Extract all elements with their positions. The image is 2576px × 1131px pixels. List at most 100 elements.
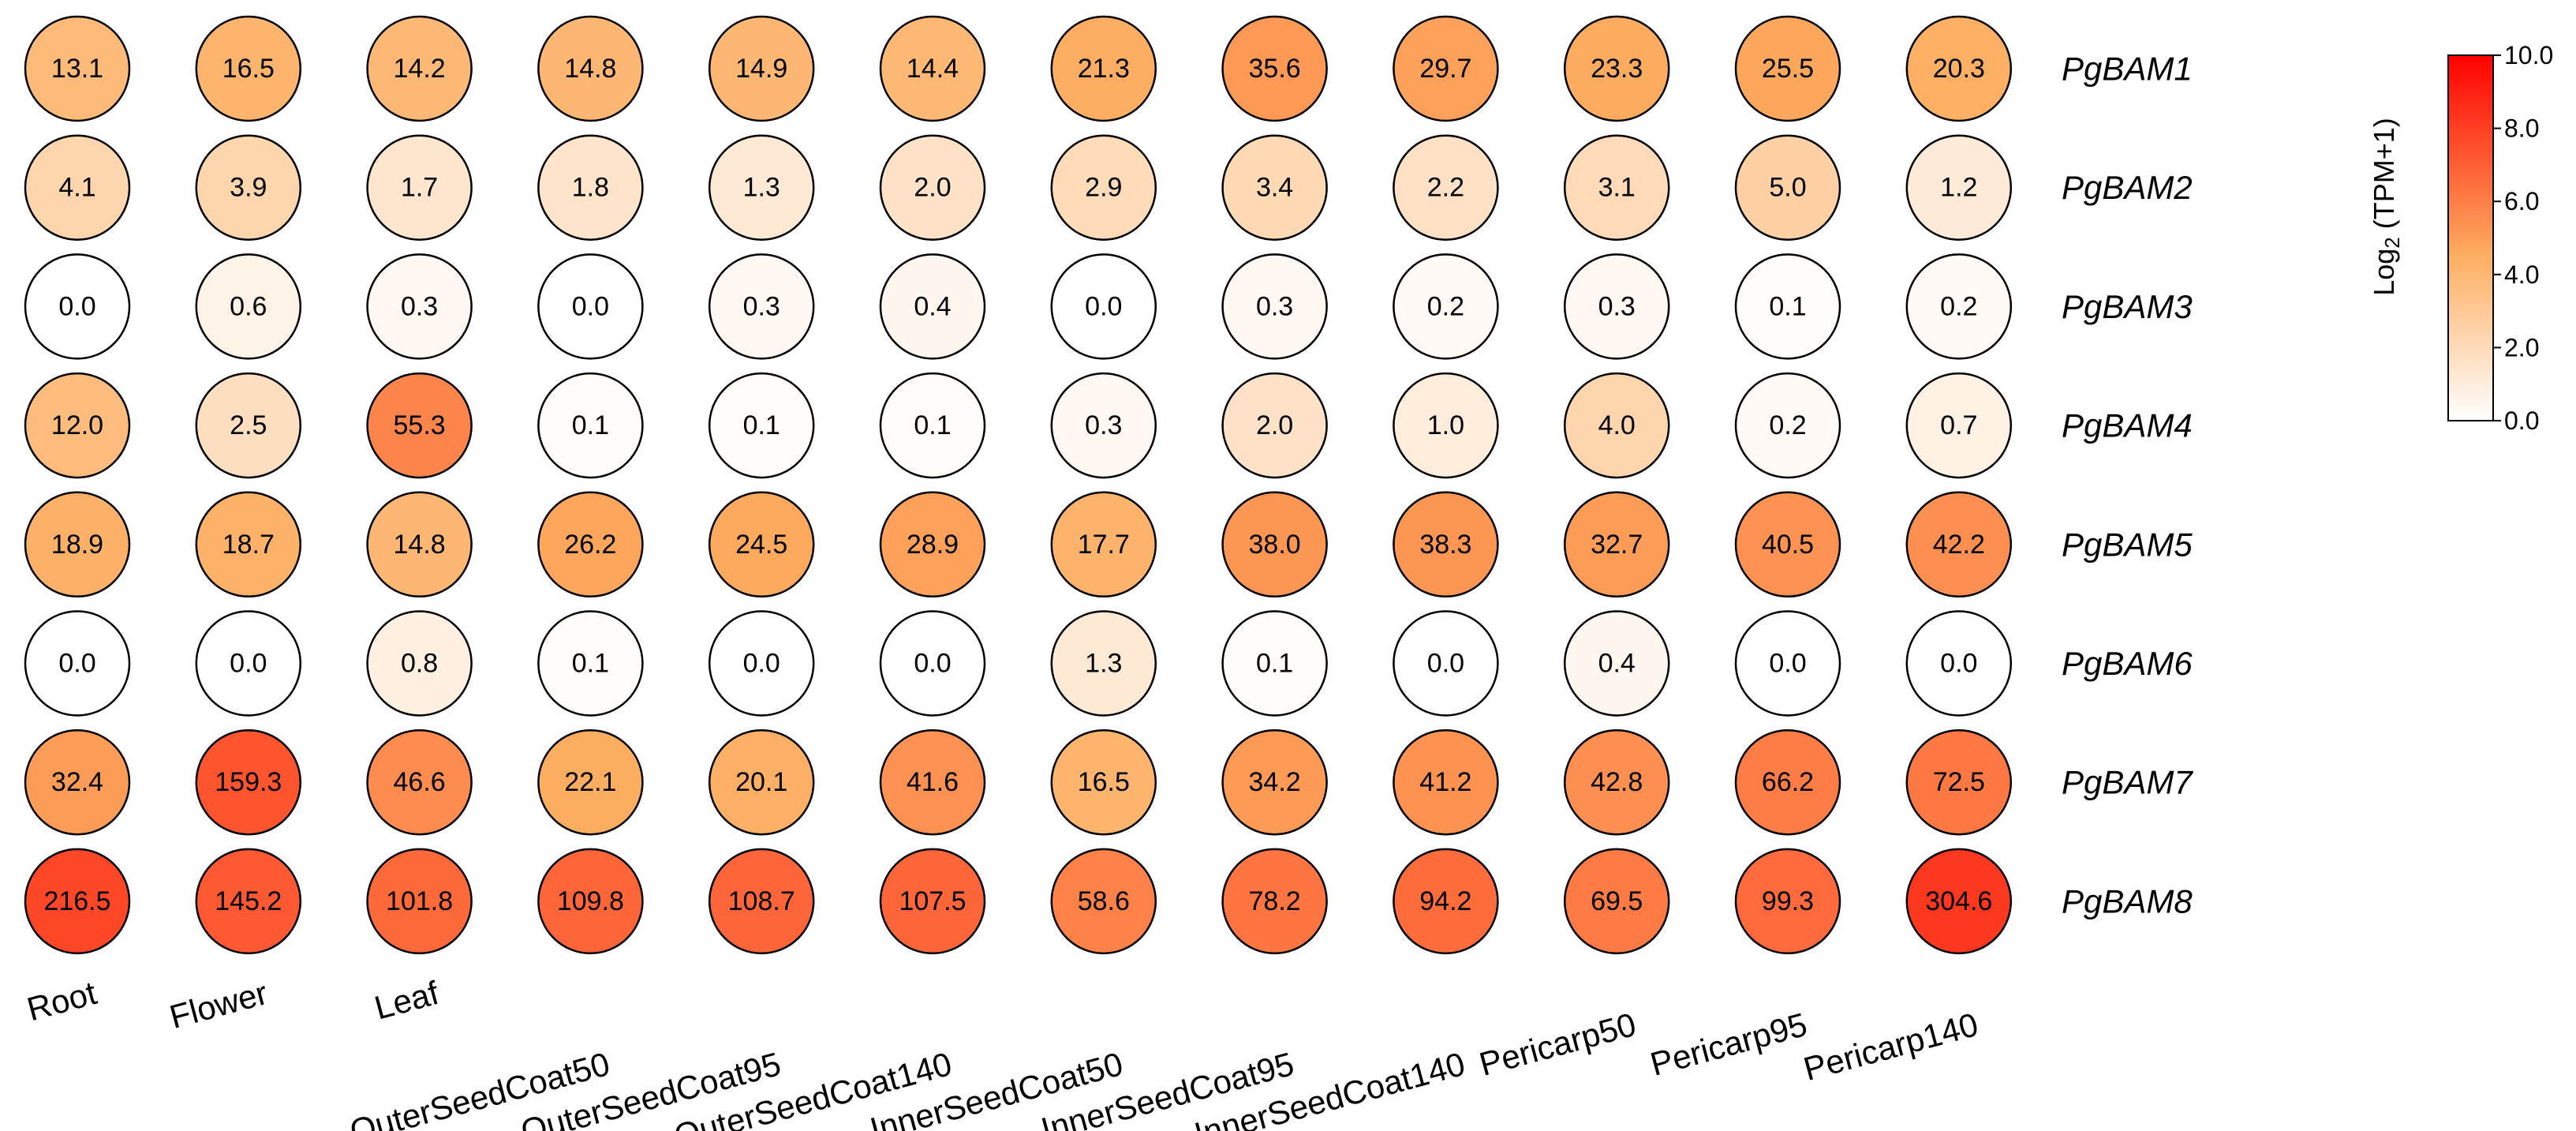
cell-circle-PgBAM3-Leaf	[366, 253, 473, 360]
cell-circle-PgBAM8-Leaf	[366, 848, 473, 955]
cell-circle-PgBAM4-Pericarp50	[1563, 372, 1670, 479]
column-label-Root: Root	[23, 974, 100, 1028]
cell-value-PgBAM1-Pericarp140: 20.3	[1933, 54, 1985, 84]
cell-circle-PgBAM6-InnerSeedCoat140	[1393, 610, 1499, 717]
cell-value-PgBAM4-Root: 12.0	[51, 410, 103, 440]
cell-value-PgBAM2-OuterSeedCoat140: 2.0	[914, 173, 951, 203]
cell-circle-PgBAM4-Flower	[195, 372, 302, 479]
cell-value-PgBAM4-InnerSeedCoat140: 1.0	[1427, 410, 1464, 440]
cell-circle-PgBAM5-Root	[24, 491, 131, 598]
cell-circle-PgBAM1-Flower	[195, 15, 302, 122]
cells-group: 13.1 16.5 14.2 14.8 14.9 14.4 21.3 35.6 29.7 23.3…	[24, 15, 2013, 955]
column-label-Pericarp50: Pericarp50	[1475, 1006, 1639, 1083]
cell-circle-PgBAM2-Leaf	[366, 134, 473, 241]
cell-value-PgBAM2-Flower: 3.9	[230, 173, 267, 203]
cell-value-PgBAM4-Pericarp50: 4.0	[1598, 410, 1636, 440]
cell-circle-PgBAM3-Root	[24, 253, 131, 360]
cell-circle-PgBAM8-InnerSeedCoat140	[1393, 848, 1499, 955]
cell-value-PgBAM2-OuterSeedCoat50: 1.8	[572, 173, 609, 203]
cell-circle-PgBAM5-OuterSeedCoat140	[879, 491, 986, 598]
column-label-Flower: Flower	[166, 974, 271, 1036]
cell-value-PgBAM3-InnerSeedCoat95: 0.3	[1256, 291, 1293, 321]
cell-circle-PgBAM5-Flower	[195, 491, 302, 598]
cell-circle-PgBAM2-OuterSeedCoat140	[879, 134, 986, 241]
cell-circle-PgBAM2-Flower	[195, 134, 302, 241]
cell-value-PgBAM1-OuterSeedCoat140: 14.4	[907, 54, 959, 84]
cell-value-PgBAM3-Flower: 0.6	[230, 291, 267, 321]
row-label-PgBAM2: PgBAM2	[2062, 169, 2193, 206]
cell-circle-PgBAM7-OuterSeedCoat95	[708, 728, 815, 836]
cell-value-PgBAM7-OuterSeedCoat50: 22.1	[564, 767, 616, 797]
cell-circle-PgBAM8-OuterSeedCoat140	[879, 848, 986, 955]
cell-circle-PgBAM2-Pericarp95	[1734, 134, 1841, 241]
cell-value-PgBAM1-Flower: 16.5	[222, 54, 275, 84]
cell-value-PgBAM3-OuterSeedCoat50: 0.0	[572, 291, 609, 321]
cell-circle-PgBAM8-Pericarp95	[1734, 848, 1841, 955]
cell-circle-PgBAM7-OuterSeedCoat140	[879, 728, 986, 836]
cell-circle-PgBAM3-Flower	[195, 253, 302, 360]
cell-circle-PgBAM2-Pericarp140	[1905, 134, 2013, 241]
cell-circle-PgBAM2-InnerSeedCoat95	[1221, 134, 1328, 241]
cell-circle-PgBAM7-Pericarp95	[1734, 728, 1841, 836]
cell-value-PgBAM8-Root: 216.5	[43, 886, 110, 916]
cell-value-PgBAM5-InnerSeedCoat95: 38.0	[1249, 530, 1301, 560]
cell-circle-PgBAM8-Pericarp140	[1905, 848, 2013, 955]
cell-circle-PgBAM4-Pericarp95	[1734, 372, 1841, 479]
cell-circle-PgBAM6-Root	[24, 610, 131, 717]
cell-value-PgBAM1-InnerSeedCoat50: 21.3	[1078, 54, 1130, 84]
row-label-PgBAM7: PgBAM7	[2062, 764, 2193, 801]
cell-circle-PgBAM5-Pericarp50	[1563, 491, 1670, 598]
cell-value-PgBAM1-InnerSeedCoat95: 35.6	[1249, 54, 1301, 84]
cell-circle-PgBAM7-Pericarp50	[1563, 728, 1670, 836]
cell-value-PgBAM8-OuterSeedCoat140: 107.5	[899, 886, 966, 916]
cell-value-PgBAM5-OuterSeedCoat140: 28.9	[907, 530, 959, 560]
cell-value-PgBAM8-Pericarp140: 304.6	[1925, 886, 1992, 916]
cell-circle-PgBAM6-OuterSeedCoat50	[537, 610, 644, 717]
cell-value-PgBAM8-Pericarp50: 69.5	[1591, 886, 1643, 916]
cell-circle-PgBAM6-OuterSeedCoat95	[708, 610, 815, 717]
cell-circle-PgBAM6-Flower	[195, 610, 302, 717]
column-label-Leaf: Leaf	[371, 974, 443, 1027]
cell-value-PgBAM5-Pericarp95: 40.5	[1762, 530, 1814, 560]
cell-value-PgBAM4-InnerSeedCoat95: 2.0	[1256, 410, 1293, 440]
cell-value-PgBAM2-InnerSeedCoat95: 3.4	[1256, 173, 1293, 203]
cell-value-PgBAM4-OuterSeedCoat50: 0.1	[572, 410, 609, 440]
cell-value-PgBAM3-InnerSeedCoat50: 0.0	[1085, 291, 1122, 321]
cell-circle-PgBAM4-Root	[24, 372, 131, 479]
cell-value-PgBAM4-Leaf: 55.3	[394, 410, 446, 440]
cell-value-PgBAM5-Flower: 18.7	[222, 530, 275, 560]
legend-ticks-group: 0.0 2.0 4.0 6.0 8.0 10.0	[2493, 41, 2553, 435]
cell-circle-PgBAM8-Root	[24, 848, 131, 955]
cell-circle-PgBAM8-Pericarp50	[1563, 848, 1670, 955]
cell-value-PgBAM1-Pericarp50: 23.3	[1591, 54, 1643, 84]
cell-value-PgBAM7-Pericarp50: 42.8	[1591, 767, 1643, 797]
cell-circle-PgBAM5-OuterSeedCoat95	[708, 491, 815, 598]
cell-circle-PgBAM6-Pericarp95	[1734, 610, 1841, 717]
cell-value-PgBAM6-Pericarp140: 0.0	[1940, 649, 1977, 679]
cell-value-PgBAM7-OuterSeedCoat95: 20.1	[735, 767, 787, 797]
cell-value-PgBAM5-Pericarp50: 32.7	[1591, 530, 1643, 560]
cell-value-PgBAM6-InnerSeedCoat140: 0.0	[1427, 649, 1464, 679]
cell-circle-PgBAM7-OuterSeedCoat50	[537, 728, 644, 836]
cell-circle-PgBAM6-InnerSeedCoat95	[1221, 610, 1328, 717]
cell-value-PgBAM1-Pericarp95: 25.5	[1762, 54, 1814, 84]
cell-circle-PgBAM1-InnerSeedCoat95	[1221, 15, 1328, 122]
cell-circle-PgBAM7-Pericarp140	[1905, 728, 2013, 836]
legend-tick-label: 8.0	[2504, 114, 2539, 143]
legend-tick-label: 4.0	[2504, 260, 2539, 289]
cell-value-PgBAM3-InnerSeedCoat140: 0.2	[1427, 291, 1464, 321]
cell-value-PgBAM6-Root: 0.0	[58, 649, 95, 679]
cell-circle-PgBAM3-Pericarp50	[1563, 253, 1670, 360]
cell-value-PgBAM3-Pericarp50: 0.3	[1598, 291, 1636, 321]
legend-tick-label: 6.0	[2504, 187, 2539, 215]
cell-value-PgBAM5-Leaf: 14.8	[394, 530, 446, 560]
cell-value-PgBAM2-OuterSeedCoat95: 1.3	[743, 173, 780, 203]
cell-circle-PgBAM1-OuterSeedCoat95	[708, 15, 815, 122]
cell-circle-PgBAM6-OuterSeedCoat140	[879, 610, 986, 717]
cell-circle-PgBAM4-Leaf	[366, 372, 473, 479]
cell-value-PgBAM7-InnerSeedCoat140: 41.2	[1419, 767, 1471, 797]
cell-circle-PgBAM2-OuterSeedCoat50	[537, 134, 644, 241]
cell-value-PgBAM7-Leaf: 46.6	[394, 767, 446, 797]
cell-value-PgBAM6-Leaf: 0.8	[401, 649, 438, 679]
